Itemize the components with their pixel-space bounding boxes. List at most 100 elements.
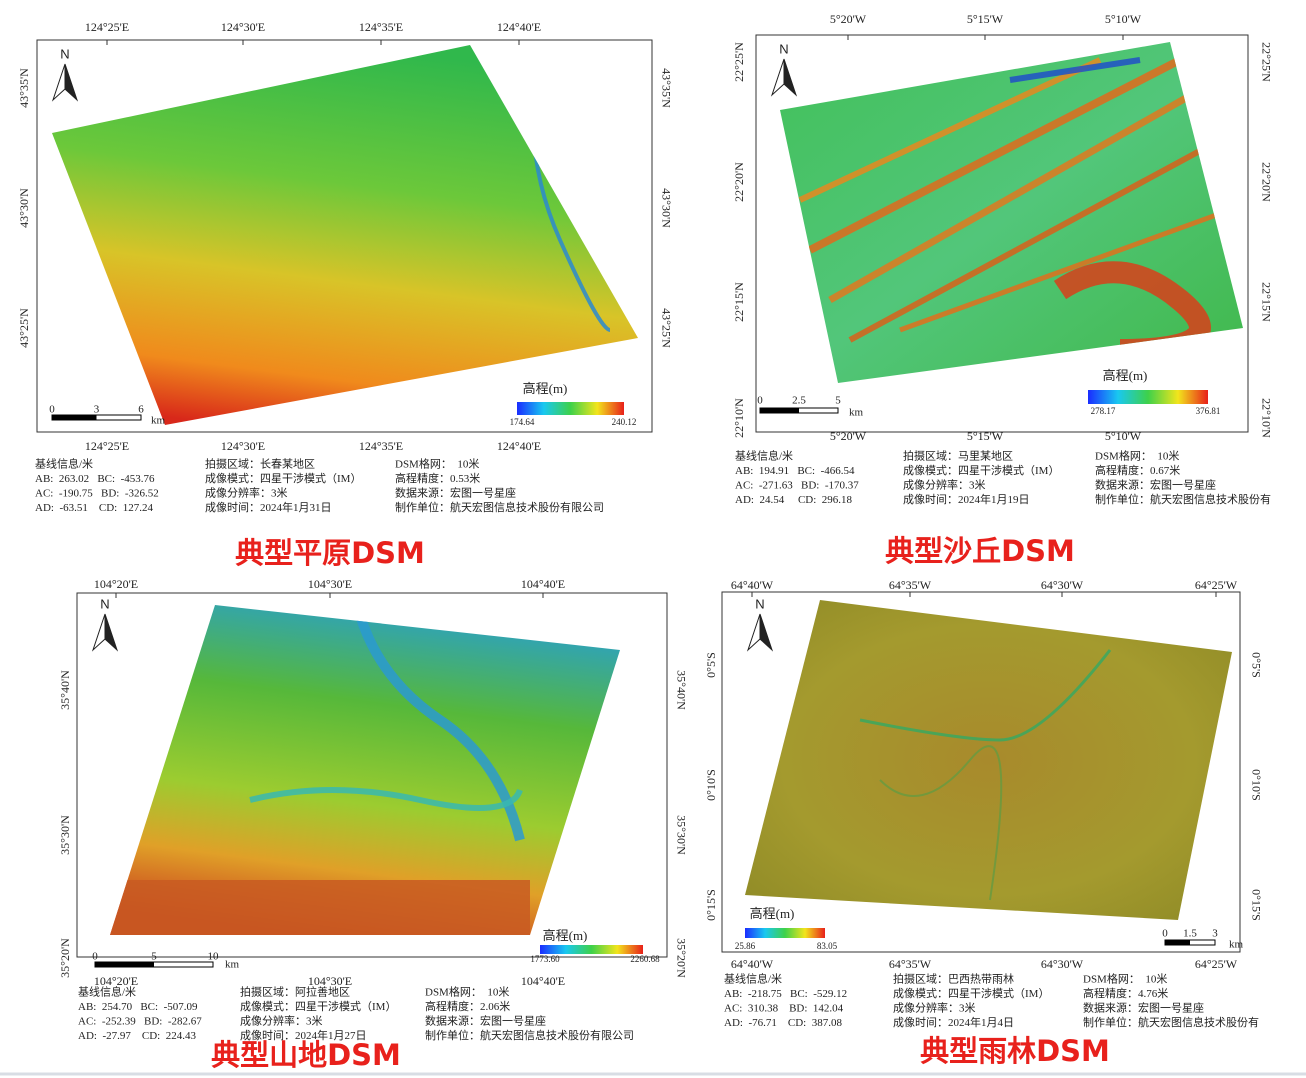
north-label: N (779, 41, 788, 56)
info-text: 高程精度：2.06米 (425, 999, 510, 1013)
terrain-feature (848, 137, 1222, 343)
info-text: 成像分辨率：3米 (240, 1014, 323, 1028)
legend-max: 240.12 (612, 417, 637, 427)
legend-max: 83.05 (817, 941, 838, 951)
scale-unit: km (849, 407, 864, 419)
latitude-label: 35°40'N (58, 670, 72, 710)
panel-caption: 典型平原DSM (235, 536, 425, 570)
scale-unit: km (1229, 939, 1244, 951)
info-text: 成像分辨率：3米 (205, 486, 288, 500)
dsm-image (780, 42, 1243, 383)
scale-label: 0 (92, 951, 98, 963)
longitude-label: 104°30'E (308, 974, 352, 988)
scale-unit: km (225, 959, 240, 971)
info-text: AB: 263.02 BC: -453.76 (35, 473, 155, 485)
latitude-label: 0°5'S (1249, 652, 1263, 678)
info-text: AD: -76.71 CD: 387.08 (724, 1017, 842, 1029)
info-text: 数据来源：宏图一号星座 (395, 486, 516, 500)
info-text: AD: 24.54 CD: 296.18 (735, 494, 853, 506)
scale-unit: km (151, 415, 166, 427)
info-text: 基线信息/米 (78, 985, 136, 999)
legend-bar (1088, 390, 1208, 404)
longitude-label: 124°25'E (85, 439, 129, 453)
scale-label: 2.5 (792, 395, 806, 407)
info-text: AC: -190.75 BD: -326.52 (35, 488, 159, 500)
latitude-label: 22°15'N (1259, 282, 1273, 322)
info-text: 成像分辨率：3米 (893, 1001, 976, 1015)
longitude-label: 124°35'E (359, 20, 403, 34)
map-panel: 64°40'W 64°40'W 64°35'W 64°35'W 64°30'W 64°30… (704, 578, 1264, 1068)
info-text: 成像分辨率：3米 (903, 478, 986, 492)
legend-title: 高程(m) (523, 381, 568, 396)
legend-title: 高程(m) (543, 928, 588, 943)
panel-caption: 典型雨林DSM (920, 1034, 1110, 1068)
scale-bar (760, 408, 799, 413)
info-text: AC: -252.39 BD: -282.67 (78, 1016, 202, 1028)
info-text: 成像时间：2024年1月4日 (893, 1015, 1014, 1029)
longitude-label: 124°35'E (359, 439, 403, 453)
map-panel: 5°20'W 5°20'W 5°15'W 5°15'W 5°10'W 5°10'W 22°2… (732, 12, 1274, 568)
north-label: N (60, 46, 69, 61)
longitude-label: 64°30'W (1041, 578, 1084, 592)
scale-label: 0 (49, 404, 55, 416)
info-text: 高程精度：0.53米 (395, 471, 480, 485)
north-label: N (755, 596, 764, 611)
latitude-label: 35°20'N (674, 938, 688, 978)
longitude-label: 104°30'E (308, 577, 352, 591)
info-text: DSM格网： 10米 (425, 985, 509, 999)
info-text: AD: -27.97 CD: 224.43 (78, 1030, 196, 1042)
info-text: 制作单位：航天宏图信息技术股份有限公司 (395, 500, 604, 514)
longitude-label: 5°20'W (830, 429, 867, 443)
legend-bar (540, 945, 643, 954)
terrain-feature (1009, 57, 1141, 83)
info-text: 拍摄区域：阿拉善地区 (240, 985, 350, 999)
legend-title: 高程(m) (1103, 368, 1148, 383)
terrain-feature (249, 787, 523, 811)
info-text: 成像时间：2024年1月19日 (903, 492, 1030, 506)
legend-max: 2260.68 (630, 954, 660, 964)
north-arrow (64, 63, 79, 102)
legend-min: 174.64 (510, 417, 535, 427)
info-text: AB: 254.70 BC: -507.09 (78, 1001, 198, 1013)
latitude-label: 0°15'S (704, 889, 718, 921)
scale-label: 10 (208, 951, 220, 963)
latitude-label: 35°30'N (674, 815, 688, 855)
info-text: AB: 194.91 BC: -466.54 (735, 465, 855, 477)
latitude-label: 35°20'N (58, 938, 72, 978)
longitude-label: 124°30'E (221, 20, 265, 34)
info-text: 制作单位：航天宏图信息技术股份有 (1083, 1015, 1259, 1029)
legend-min: 278.17 (1091, 406, 1116, 416)
legend-max: 376.81 (1196, 406, 1221, 416)
info-text: 数据来源：宏图一号星座 (425, 1014, 546, 1028)
latitude-label: 43°35'N (17, 68, 31, 108)
longitude-label: 5°10'W (1105, 12, 1142, 26)
info-text: AC: -271.63 BD: -170.37 (735, 480, 859, 492)
scale-label: 0 (1162, 928, 1168, 940)
scale-label: 6 (138, 404, 144, 416)
info-text: 高程精度：0.67米 (1095, 463, 1180, 477)
legend-bar (745, 928, 825, 938)
panel-caption: 典型山地DSM (211, 1038, 401, 1072)
longitude-label: 124°25'E (85, 20, 129, 34)
info-text: 数据来源：宏图一号星座 (1095, 478, 1216, 492)
legend-bar (517, 402, 624, 415)
info-text: 拍摄区域：长春某地区 (205, 457, 315, 471)
latitude-label: 22°20'N (1259, 162, 1273, 202)
terrain-feature (798, 57, 1102, 203)
scale-label: 5 (151, 951, 157, 963)
info-text: DSM格网： 10米 (395, 457, 479, 471)
latitude-label: 22°25'N (732, 42, 746, 82)
info-text: 成像模式：四星干涉模式（IM） (903, 463, 1059, 477)
latitude-label: 43°25'N (659, 308, 673, 348)
info-text: 基线信息/米 (35, 457, 93, 471)
terrain-feature (859, 649, 1112, 742)
info-text: 拍摄区域：马里某地区 (903, 449, 1013, 463)
terrain-feature (828, 86, 1202, 304)
legend-min: 1773.60 (530, 954, 560, 964)
longitude-label: 64°25'W (1195, 578, 1238, 592)
map-panel: 104°20'E 104°20'E 104°30'E 104°30'E 104°40'E… (58, 577, 689, 1072)
terrain-feature (110, 880, 530, 935)
dsm-texture (798, 56, 1231, 361)
info-text: 制作单位：航天宏图信息技术股份有限公司 (425, 1028, 634, 1042)
